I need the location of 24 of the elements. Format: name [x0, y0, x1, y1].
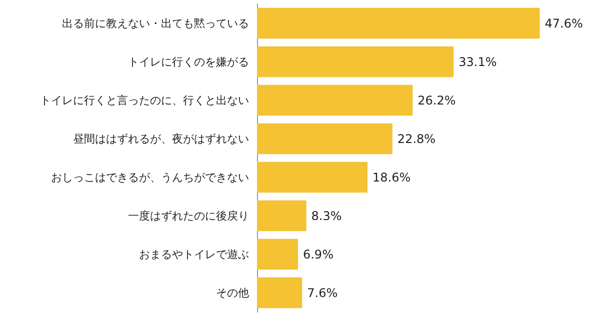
- y-tick-label: 一度はずれたのに後戻り: [128, 209, 249, 222]
- data-label: 18.6%: [372, 170, 411, 184]
- bar: [257, 8, 540, 39]
- bar: [257, 46, 454, 78]
- bar: [257, 162, 368, 193]
- data-label: 26.2%: [418, 93, 456, 108]
- y-tick-label: その他: [216, 286, 249, 300]
- data-label: 47.6%: [544, 16, 583, 30]
- data-label: 6.9%: [302, 247, 334, 262]
- y-tick-label: トイレに行くのを嫌がる: [128, 55, 249, 68]
- data-label: 7.6%: [307, 286, 338, 300]
- bar: [257, 277, 302, 308]
- y-tick-label: おしっこはできるが、うんちができない: [51, 170, 249, 184]
- bar: [257, 123, 392, 154]
- data-label: 22.8%: [397, 132, 436, 146]
- y-tick-label: トイレに行くと言ったのに、行くと出ない: [40, 94, 249, 107]
- bar: [257, 238, 298, 270]
- y-tick-label: 昼間ははずれるが、夜がはずれない: [73, 132, 249, 146]
- data-label: 8.3%: [311, 208, 342, 223]
- y-tick-label: おまるやトイレで遊ぶ: [139, 248, 249, 261]
- data-label: 33.1%: [458, 54, 497, 69]
- y-tick-label: 出る前に教えない・出ても黙っている: [62, 16, 249, 30]
- bar: [257, 200, 306, 232]
- bar: [257, 84, 413, 116]
